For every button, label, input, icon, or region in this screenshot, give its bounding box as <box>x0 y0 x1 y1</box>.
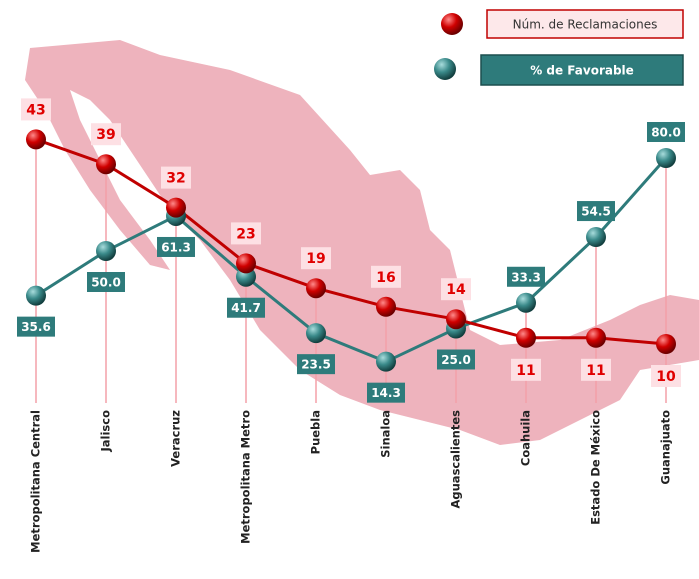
data-label-box <box>647 122 685 142</box>
data-label-box <box>367 382 405 403</box>
point <box>656 148 676 168</box>
x-tick-label: Coahuila <box>519 410 533 466</box>
data-label: 10 <box>656 369 676 385</box>
x-tick-label: Estado De México <box>589 410 603 525</box>
point <box>96 154 116 175</box>
point <box>306 278 326 299</box>
data-label: 25.0 <box>441 353 471 367</box>
data-label: 14.3 <box>371 386 401 400</box>
legend-marker <box>441 13 463 35</box>
data-label-box <box>511 358 541 381</box>
data-label-box <box>231 222 261 245</box>
data-label: 35.6 <box>21 320 51 334</box>
x-tick-label: Sinaloa <box>379 410 393 458</box>
x-tick-label: Aguascalientes <box>449 410 463 509</box>
point <box>376 351 396 372</box>
data-label: 14 <box>446 282 466 298</box>
data-label: 11 <box>516 363 535 379</box>
data-label-box <box>157 236 195 257</box>
data-label: 80.0 <box>651 126 681 140</box>
data-label-box <box>227 297 265 318</box>
legend-box <box>480 54 684 86</box>
data-label: 11 <box>586 363 605 379</box>
data-label-box <box>91 123 121 146</box>
point <box>586 327 606 348</box>
legend-box <box>486 9 684 39</box>
series-line <box>35 137 667 346</box>
data-label-box <box>507 266 545 287</box>
data-label: 43 <box>26 102 45 118</box>
point <box>26 129 46 150</box>
data-label-box <box>581 358 611 381</box>
data-label-box <box>371 265 401 288</box>
data-label-box <box>437 349 475 370</box>
data-label: 50.0 <box>91 276 121 290</box>
data-label-box <box>441 278 471 301</box>
data-label-box <box>87 272 125 292</box>
data-label-box <box>577 201 615 222</box>
point <box>656 334 676 354</box>
point <box>516 292 536 313</box>
data-label-box <box>17 316 55 337</box>
legend-label: Núm. de Reclamaciones <box>513 18 658 32</box>
data-label: 23 <box>236 226 255 242</box>
x-tick-label: Veracruz <box>169 410 183 467</box>
data-label: 61.3 <box>161 240 191 254</box>
point <box>236 253 256 274</box>
point <box>26 285 46 306</box>
data-label: 39 <box>96 127 115 143</box>
legend-label: % de Favorable <box>530 64 634 78</box>
point <box>166 197 186 218</box>
data-label-box <box>161 166 191 189</box>
point <box>446 309 466 330</box>
x-tick-label: Metropolitana Central <box>29 410 43 553</box>
data-label: 32 <box>166 171 185 187</box>
legend-marker <box>434 58 456 80</box>
point <box>96 241 116 261</box>
data-label-box <box>297 354 335 375</box>
data-label-box <box>21 98 51 121</box>
data-label: 19 <box>306 251 325 267</box>
legend: Núm. de Reclamaciones % de Favorable <box>434 9 684 86</box>
data-label-box <box>301 247 331 270</box>
point <box>586 227 606 248</box>
x-tick-label: Puebla <box>309 410 323 454</box>
point <box>306 323 326 344</box>
x-tick-label: Jalisco <box>99 410 113 453</box>
x-tick-label: Metropolitana Metro <box>239 410 253 544</box>
x-tick-label: Guanajuato <box>659 410 673 485</box>
point <box>516 327 536 348</box>
data-label: 41.7 <box>231 301 261 315</box>
data-label: 16 <box>376 270 395 286</box>
data-label-box <box>651 365 681 387</box>
data-label: 54.5 <box>581 205 611 219</box>
data-label: 33.3 <box>511 270 541 284</box>
data-label: 23.5 <box>301 358 331 372</box>
series-line <box>35 157 668 364</box>
point <box>376 296 396 317</box>
